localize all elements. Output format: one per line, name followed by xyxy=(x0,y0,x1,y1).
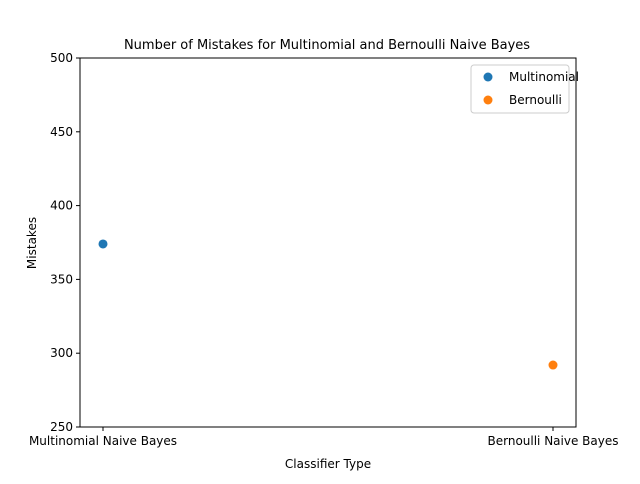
plot-area xyxy=(79,57,577,428)
legend-label-multinomial: Multinomial xyxy=(509,70,579,84)
x-tick-label: Bernoulli Naive Bayes xyxy=(488,434,619,448)
legend-label-bernoulli: Bernoulli xyxy=(509,93,562,107)
data-point-multinomial xyxy=(98,239,108,249)
legend-marker-bernoulli xyxy=(483,95,493,105)
legend: Multinomial Bernoulli xyxy=(470,64,579,114)
y-tick-label: 350 xyxy=(50,272,73,286)
legend-frame xyxy=(470,64,570,114)
y-tick-label: 400 xyxy=(50,199,73,213)
x-axis: Multinomial Naive Bayes Bernoulli Naive B… xyxy=(29,427,619,448)
chart-title: Number of Mistakes for Multinomial and B… xyxy=(124,38,530,53)
legend-marker-multinomial xyxy=(483,72,493,82)
y-axis: 250 300 350 400 450 500 xyxy=(50,51,80,434)
y-axis-label: Mistakes xyxy=(25,217,39,269)
y-tick-label: 450 xyxy=(50,125,73,139)
y-tick-label: 250 xyxy=(50,420,73,434)
y-tick-label: 300 xyxy=(50,346,73,360)
x-axis-label: Classifier Type xyxy=(285,457,371,471)
data-points xyxy=(98,239,558,370)
x-tick-label: Multinomial Naive Bayes xyxy=(29,434,177,448)
y-tick-label: 500 xyxy=(50,51,73,65)
data-point-bernoulli xyxy=(548,360,558,370)
